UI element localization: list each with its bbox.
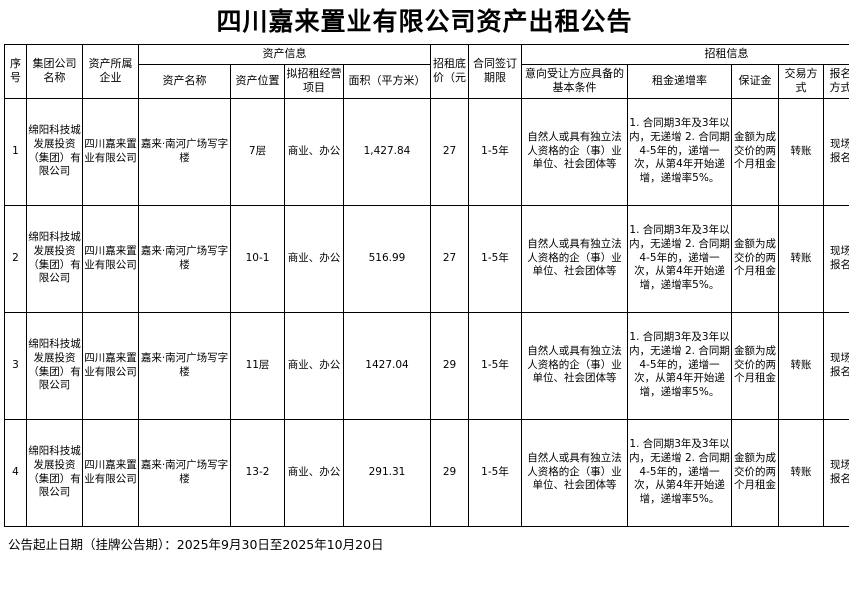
col-header-base-price: 招租底价（元 xyxy=(430,44,469,99)
cell-deposit: 金额为成交价的两个月租金 xyxy=(731,97,779,206)
page-title: 四川嘉来置业有限公司资产出租公告 xyxy=(216,7,633,36)
col-header-seq: 序号 xyxy=(4,44,27,99)
col-header-conditions: 意向受让方应具备的基本条件 xyxy=(521,63,628,99)
announcement-period-note: 公告起止日期（挂牌公告期）：2025年9月30日至2025年10月20日 xyxy=(8,536,384,552)
cell-signup-method: 现场报名 xyxy=(823,311,849,420)
col-header-contract-term: 合同签订期限 xyxy=(468,44,522,99)
cell-deposit: 金额为成交价的两个月租金 xyxy=(731,311,779,420)
asset-lease-table: 序号 集团公司名称 资产所属企业 资产信息 招租底价（元 合同签订期限 招租信息… xyxy=(4,44,849,527)
col-header-asset-name: 资产名称 xyxy=(138,63,231,99)
col-header-area: 面积（平方米） xyxy=(343,63,431,99)
cell-asset-name: 嘉来·南河广场写字楼 xyxy=(138,204,231,313)
cell-area: 516.99 xyxy=(343,204,431,313)
cell-contract-term: 1-5年 xyxy=(468,311,522,420)
cell-increase-rate: 1. 合同期3年及3年以内，无递增 2. 合同期4-5年的，递增一次，从第4年开… xyxy=(627,204,732,313)
table-header: 序号 集团公司名称 资产所属企业 资产信息 招租底价（元 合同签订期限 招租信息… xyxy=(4,44,849,99)
cell-seq: 3 xyxy=(4,311,27,420)
cell-business-item: 商业、办公 xyxy=(284,418,344,527)
cell-group-company: 绵阳科技城发展投资（集团）有限公司 xyxy=(26,204,83,313)
cell-trade-method: 转账 xyxy=(778,97,824,206)
cell-group-company: 绵阳科技城发展投资（集团）有限公司 xyxy=(26,97,83,206)
cell-base-price: 29 xyxy=(430,418,469,527)
table-row: 1 绵阳科技城发展投资（集团）有限公司 四川嘉来置业有限公司 嘉来·南河广场写字楼 7层… xyxy=(4,97,849,206)
cell-business-item: 商业、办公 xyxy=(284,311,344,420)
cell-signup-method: 现场报名 xyxy=(823,418,849,527)
cell-owner-enterprise: 四川嘉来置业有限公司 xyxy=(82,97,139,206)
col-header-group-company: 集团公司名称 xyxy=(26,44,83,99)
cell-asset-name: 嘉来·南河广场写字楼 xyxy=(138,418,231,527)
cell-conditions: 自然人或具有独立法人资格的企（事）业单位、社会团体等 xyxy=(521,204,628,313)
col-header-business-item: 拟招租经营项目 xyxy=(284,63,344,99)
cell-area: 1,427.84 xyxy=(343,97,431,206)
col-header-owner-enterprise: 资产所属企业 xyxy=(82,44,139,99)
col-header-trade-method: 交易方式 xyxy=(778,63,824,99)
cell-signup-method: 现场报名 xyxy=(823,204,849,313)
cell-group-company: 绵阳科技城发展投资（集团）有限公司 xyxy=(26,418,83,527)
col-header-signup-method: 报名方式 xyxy=(823,63,849,99)
col-header-increase-rate: 租金递增率 xyxy=(627,63,732,99)
cell-base-price: 29 xyxy=(430,311,469,420)
cell-base-price: 27 xyxy=(430,204,469,313)
cell-business-item: 商业、办公 xyxy=(284,204,344,313)
cell-seq: 4 xyxy=(4,418,27,527)
cell-owner-enterprise: 四川嘉来置业有限公司 xyxy=(82,204,139,313)
cell-trade-method: 转账 xyxy=(778,418,824,527)
cell-group-company: 绵阳科技城发展投资（集团）有限公司 xyxy=(26,311,83,420)
cell-conditions: 自然人或具有独立法人资格的企（事）业单位、社会团体等 xyxy=(521,418,628,527)
cell-contract-term: 1-5年 xyxy=(468,204,522,313)
cell-contract-term: 1-5年 xyxy=(468,97,522,206)
cell-asset-position: 7层 xyxy=(230,97,285,206)
cell-owner-enterprise: 四川嘉来置业有限公司 xyxy=(82,418,139,527)
cell-base-price: 27 xyxy=(430,97,469,206)
cell-conditions: 自然人或具有独立法人资格的企（事）业单位、社会团体等 xyxy=(521,311,628,420)
table-header-sub-row: 资产名称 资产位置 拟招租经营项目 面积（平方米） 意向受让方应具备的基本条件 … xyxy=(5,63,849,99)
cell-deposit: 金额为成交价的两个月租金 xyxy=(731,418,779,527)
cell-area: 291.31 xyxy=(343,418,431,527)
cell-asset-name: 嘉来·南河广场写字楼 xyxy=(138,97,231,206)
cell-increase-rate: 1. 合同期3年及3年以内，无递增 2. 合同期4-5年的，递增一次，从第4年开… xyxy=(627,97,732,206)
col-header-lease-info: 招租信息 xyxy=(520,44,849,65)
cell-owner-enterprise: 四川嘉来置业有限公司 xyxy=(82,311,139,420)
table-row: 2 绵阳科技城发展投资（集团）有限公司 四川嘉来置业有限公司 嘉来·南河广场写字楼 10… xyxy=(4,204,849,313)
col-header-asset-position: 资产位置 xyxy=(230,63,285,99)
cell-conditions: 自然人或具有独立法人资格的企（事）业单位、社会团体等 xyxy=(521,97,628,206)
cell-deposit: 金额为成交价的两个月租金 xyxy=(731,204,779,313)
table-body: 1 绵阳科技城发展投资（集团）有限公司 四川嘉来置业有限公司 嘉来·南河广场写字楼 7层… xyxy=(4,97,849,527)
cell-increase-rate: 1. 合同期3年及3年以内，无递增 2. 合同期4-5年的，递增一次，从第4年开… xyxy=(627,311,732,420)
table-row: 4 绵阳科技城发展投资（集团）有限公司 四川嘉来置业有限公司 嘉来·南河广场写字楼 13… xyxy=(4,418,849,527)
cell-increase-rate: 1. 合同期3年及3年以内，无递增 2. 合同期4-5年的，递增一次，从第4年开… xyxy=(627,418,732,527)
cell-asset-name: 嘉来·南河广场写字楼 xyxy=(138,311,231,420)
cell-signup-method: 现场报名 xyxy=(823,97,849,206)
col-header-deposit: 保证金 xyxy=(731,63,779,99)
cell-asset-position: 11层 xyxy=(230,311,285,420)
cell-area: 1427.04 xyxy=(343,311,431,420)
col-header-asset-info: 资产信息 xyxy=(138,44,431,65)
cell-contract-term: 1-5年 xyxy=(468,418,522,527)
table-header-group-row: 序号 集团公司名称 资产所属企业 资产信息 招租底价（元 合同签订期限 招租信息… xyxy=(4,44,849,99)
cell-asset-position: 10-1 xyxy=(230,204,285,313)
cell-trade-method: 转账 xyxy=(778,204,824,313)
cell-asset-position: 13-2 xyxy=(230,418,285,527)
cell-trade-method: 转账 xyxy=(778,311,824,420)
table-row: 3 绵阳科技城发展投资（集团）有限公司 四川嘉来置业有限公司 嘉来·南河广场写字楼 11… xyxy=(4,311,849,420)
cell-business-item: 商业、办公 xyxy=(284,97,344,206)
cell-seq: 1 xyxy=(4,97,27,206)
cell-seq: 2 xyxy=(4,204,27,313)
